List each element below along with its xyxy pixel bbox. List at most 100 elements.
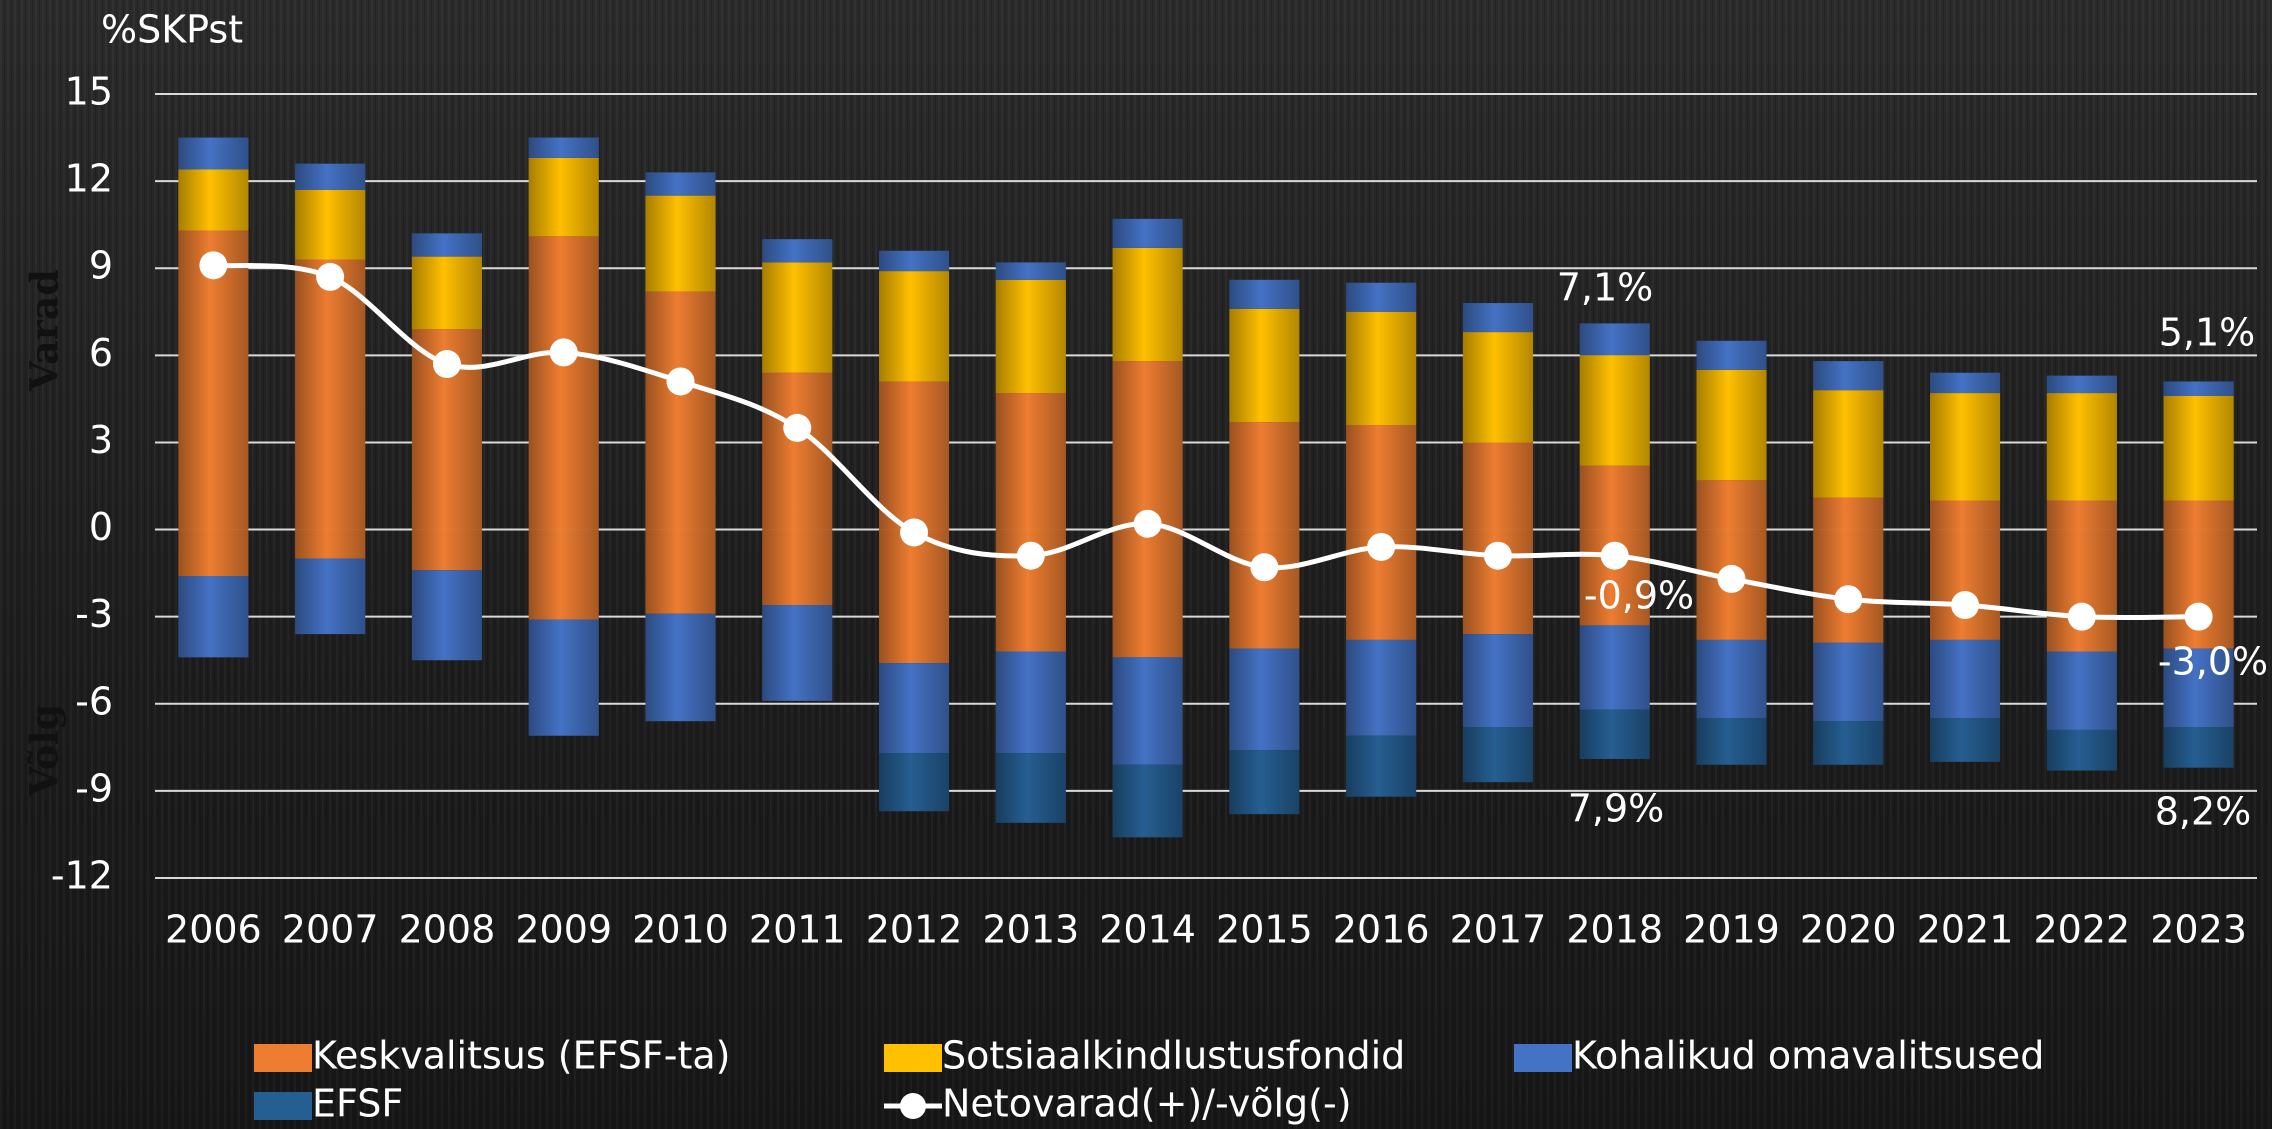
bar-shade xyxy=(1229,529,1300,649)
bar-shade xyxy=(1229,279,1300,309)
bar-shade xyxy=(879,381,950,530)
bar-shade xyxy=(411,233,482,257)
net-marker xyxy=(1367,532,1396,561)
bar-shade xyxy=(295,259,366,530)
bar-shade xyxy=(1930,718,2001,762)
bar-shade xyxy=(2046,393,2117,501)
bar-shade xyxy=(1696,480,1767,530)
bar-shade xyxy=(295,163,366,190)
bar-shade xyxy=(1229,422,1300,530)
bar-shade xyxy=(1112,529,1183,658)
legend-label: Keskvalitsus (EFSF-ta) xyxy=(312,1034,730,1078)
y-tick-label: 0 xyxy=(89,505,113,549)
bar-shade xyxy=(1930,500,2001,530)
bar-shade xyxy=(528,529,599,620)
bar-shade xyxy=(2163,727,2234,768)
bar-shade xyxy=(2163,381,2234,396)
bar-shade xyxy=(1813,361,1884,391)
x-tick-label: 2021 xyxy=(1917,908,2014,952)
bar-shade xyxy=(1930,639,2001,719)
bar-shade xyxy=(1229,750,1300,815)
x-tick-label: 2009 xyxy=(515,908,612,952)
bar-shade xyxy=(879,250,950,272)
x-tick-label: 2010 xyxy=(632,908,729,952)
annotation: -0,9% xyxy=(1584,574,1694,618)
y-tick-label: -9 xyxy=(75,766,113,810)
bar-shade xyxy=(1112,218,1183,248)
bar-shade xyxy=(1579,465,1650,530)
bar-shade xyxy=(1696,639,1767,719)
bar-shade xyxy=(1346,425,1417,530)
bar-shade xyxy=(1346,311,1417,426)
legend-label: Kohalikud omavalitsused xyxy=(1572,1034,2044,1078)
legend-swatch xyxy=(1514,1044,1572,1072)
bar-shade xyxy=(1346,639,1417,736)
bar-shade xyxy=(2046,529,2117,652)
y-tick-label: -6 xyxy=(75,679,113,723)
net-marker xyxy=(1483,541,1512,570)
side-label: Varad xyxy=(22,269,67,392)
y-tick-label: 15 xyxy=(65,70,113,114)
x-tick-label: 2015 xyxy=(1216,908,1313,952)
bar-shade xyxy=(995,262,1066,280)
net-marker xyxy=(1717,564,1746,593)
x-tick-label: 2020 xyxy=(1800,908,1897,952)
bar-shade xyxy=(1696,369,1767,481)
x-tick-label: 2006 xyxy=(165,908,262,952)
bar-shade xyxy=(411,570,482,661)
bar-shade xyxy=(295,529,366,559)
x-tick-label: 2013 xyxy=(982,908,1079,952)
bar-shade xyxy=(1930,372,2001,394)
bar-shade xyxy=(995,393,1066,530)
legend-swatch xyxy=(254,1092,312,1120)
legend-marker xyxy=(900,1093,926,1119)
bar-shade xyxy=(762,529,833,606)
bar-shade xyxy=(1462,442,1533,530)
net-marker xyxy=(316,262,345,291)
bar-shade xyxy=(528,157,599,237)
bar-shade xyxy=(2163,395,2234,501)
bar-shade xyxy=(995,753,1066,823)
bar-shade xyxy=(1112,361,1183,530)
bar-shade xyxy=(1579,355,1650,466)
annotation: 7,1% xyxy=(1557,266,1654,310)
bar-shade xyxy=(645,613,716,722)
y-tick-label: 12 xyxy=(65,157,113,201)
net-marker xyxy=(1834,585,1863,614)
bar-shade xyxy=(1813,721,1884,765)
y-tick-label: -12 xyxy=(51,854,113,898)
x-tick-label: 2017 xyxy=(1450,908,1547,952)
bar-shade xyxy=(178,230,249,530)
bar-shade xyxy=(1930,393,2001,501)
bar-shade xyxy=(1930,529,2001,640)
annotation: -3,0% xyxy=(2158,640,2268,684)
bar-shade xyxy=(645,195,716,292)
y-tick-label: 3 xyxy=(89,418,113,462)
net-marker xyxy=(1600,541,1629,570)
net-marker xyxy=(199,251,228,280)
bar-shade xyxy=(1579,625,1650,710)
bar-shade xyxy=(1462,332,1533,443)
bar-shade xyxy=(995,279,1066,394)
y-tick-label: -3 xyxy=(75,592,113,636)
y-tick-label: 6 xyxy=(89,331,113,375)
x-tick-label: 2011 xyxy=(749,908,846,952)
net-marker xyxy=(1250,553,1279,582)
bar-shade xyxy=(2046,500,2117,530)
bar-shade xyxy=(762,262,833,373)
bar-shade xyxy=(178,169,249,231)
net-marker xyxy=(900,518,929,547)
bar-shade xyxy=(1813,642,1884,722)
bar-shade xyxy=(2046,729,2117,771)
bar-shade xyxy=(1579,709,1650,759)
net-marker xyxy=(1951,591,1980,620)
x-tick-label: 2018 xyxy=(1566,908,1663,952)
net-marker xyxy=(549,338,578,367)
bar-shade xyxy=(645,291,716,530)
bar-shade xyxy=(1346,735,1417,797)
bar-shade xyxy=(295,189,366,260)
bar-shade xyxy=(1112,247,1183,362)
side-label: Võlg xyxy=(22,704,67,797)
y-unit-label: %SKPst xyxy=(101,8,243,52)
